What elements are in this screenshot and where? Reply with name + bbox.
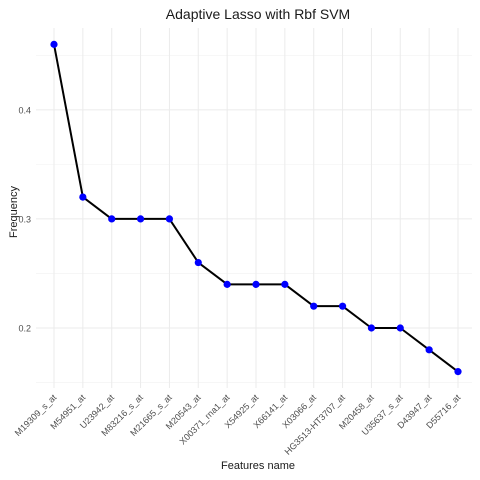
x-tick-label: X00371_rna1_at	[177, 392, 231, 446]
data-point	[281, 280, 289, 288]
y-axis-label: Frequency	[8, 186, 20, 238]
y-tick-label: 0.2	[18, 324, 31, 334]
data-point	[454, 368, 462, 376]
data-point	[194, 258, 202, 267]
x-axis-label: Features name	[221, 460, 295, 472]
data-point	[252, 280, 260, 288]
data-points	[50, 40, 462, 376]
y-tick-label: 0.4	[18, 105, 31, 115]
data-point	[165, 215, 174, 223]
data-point	[108, 215, 116, 223]
y-tick-label: 0.3	[18, 214, 31, 224]
data-point	[310, 302, 318, 310]
data-point	[50, 40, 58, 48]
data-point	[79, 193, 87, 201]
data-point	[223, 280, 231, 288]
x-tick-label: M19309_s_at	[13, 392, 59, 438]
data-point	[396, 324, 404, 332]
data-point	[367, 324, 376, 332]
minor-gridlines	[36, 54, 472, 383]
major-gridlines	[36, 28, 472, 388]
data-point	[425, 346, 433, 354]
y-tick-labels: 0.2 0.3 0.4	[18, 105, 31, 333]
data-point	[136, 215, 145, 223]
data-point	[338, 302, 347, 310]
chart-title: Adaptive Lasso with Rbf SVM	[165, 6, 351, 22]
x-tick-labels: M19309_s_atM54951_atU23942_atM83216_s_at…	[13, 392, 463, 457]
